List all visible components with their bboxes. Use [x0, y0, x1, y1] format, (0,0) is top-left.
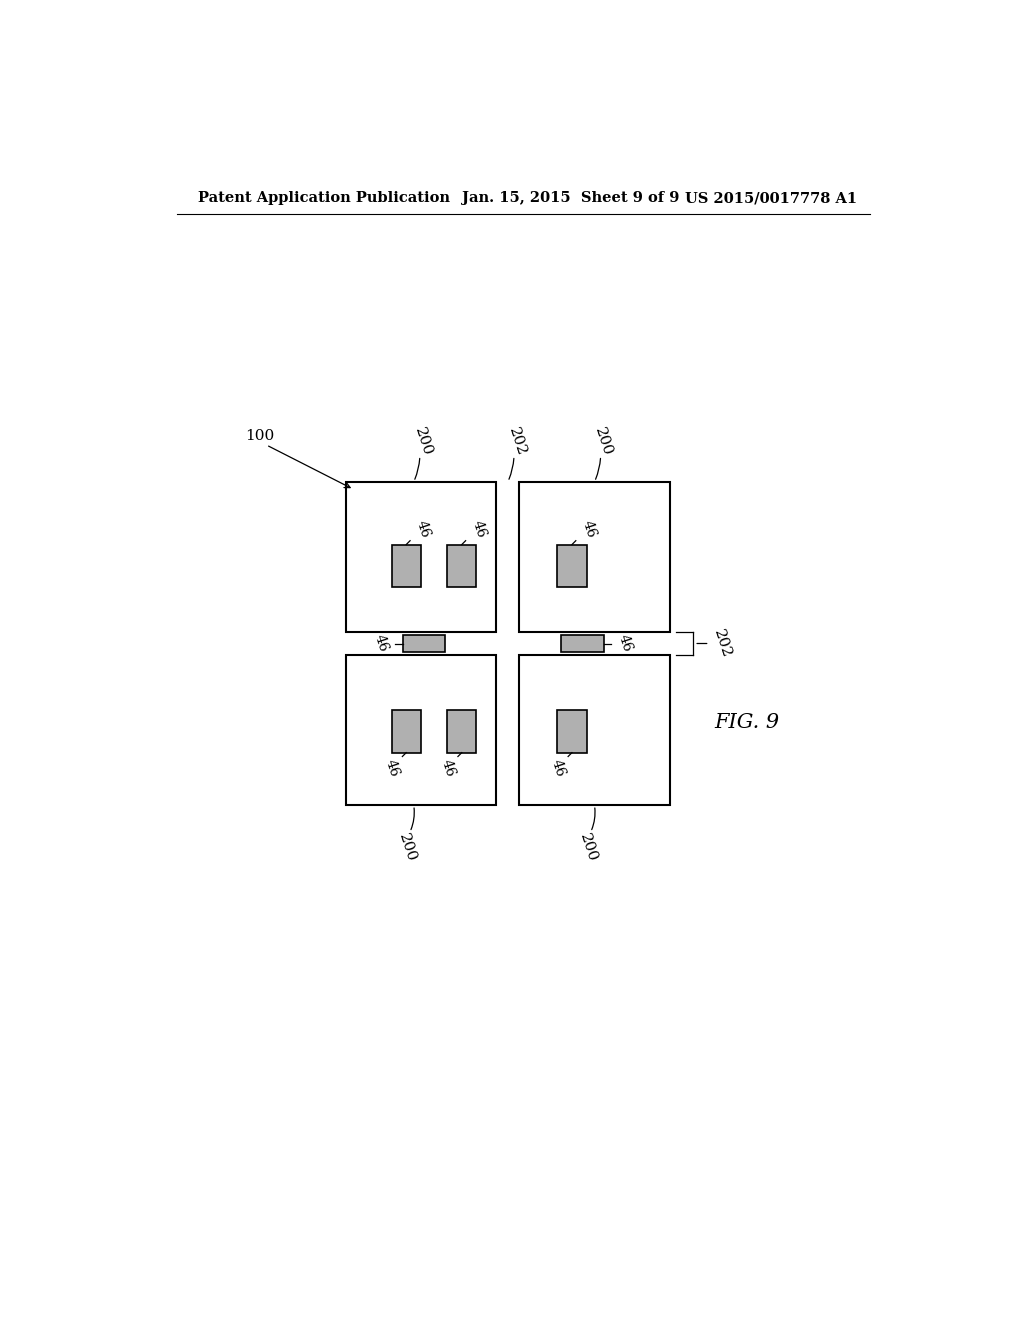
Text: 200: 200	[396, 832, 419, 863]
Text: 202: 202	[711, 627, 733, 660]
Bar	[561, 635, 604, 652]
Text: Patent Application Publication: Patent Application Publication	[199, 191, 451, 206]
Text: 46: 46	[580, 519, 598, 540]
Text: 46: 46	[438, 758, 458, 779]
Bar	[519, 655, 670, 805]
Bar	[447, 710, 476, 752]
Text: 46: 46	[372, 634, 391, 653]
Text: 200: 200	[412, 425, 434, 458]
Text: 46: 46	[383, 758, 401, 779]
Text: US 2015/0017778 A1: US 2015/0017778 A1	[685, 191, 857, 206]
Text: 46: 46	[615, 634, 635, 653]
Bar	[519, 482, 670, 632]
Bar	[557, 545, 587, 587]
Bar	[346, 482, 497, 632]
Text: 46: 46	[469, 519, 488, 540]
Text: 46: 46	[549, 758, 567, 779]
Bar	[346, 655, 497, 805]
Bar	[391, 545, 421, 587]
Text: 200: 200	[593, 425, 614, 458]
Bar	[403, 635, 445, 652]
Text: 100: 100	[246, 429, 274, 442]
Bar	[447, 545, 476, 587]
Text: 200: 200	[578, 832, 599, 863]
Text: 46: 46	[414, 519, 432, 540]
Text: FIG. 9: FIG. 9	[714, 713, 779, 733]
Text: Jan. 15, 2015  Sheet 9 of 9: Jan. 15, 2015 Sheet 9 of 9	[462, 191, 679, 206]
Bar	[557, 710, 587, 752]
Bar	[391, 710, 421, 752]
Text: 202: 202	[506, 425, 528, 458]
